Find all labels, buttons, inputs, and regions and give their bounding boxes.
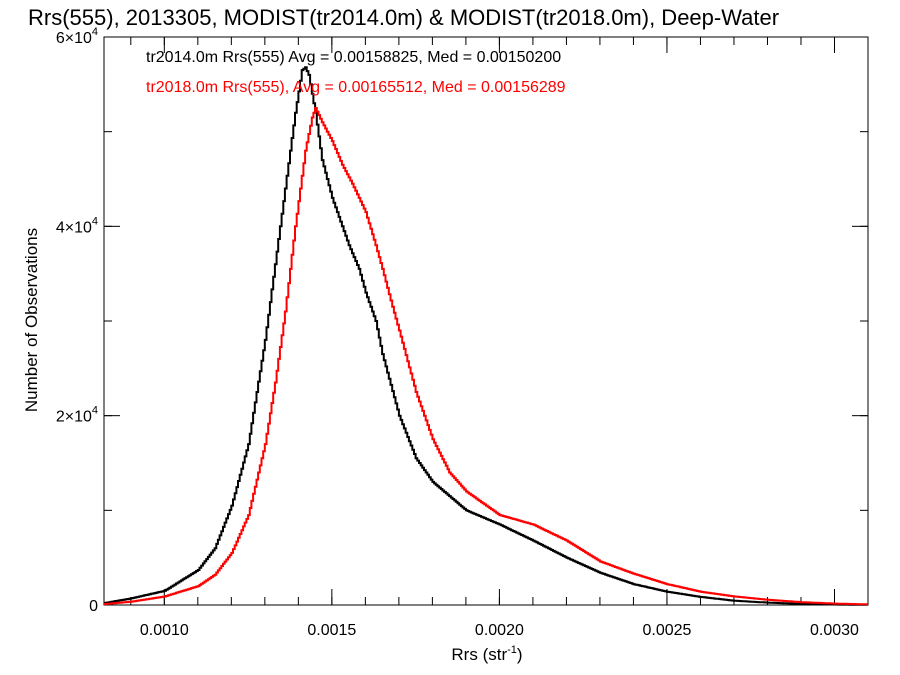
x-axis-label-superscript: -1	[507, 644, 517, 656]
x-tick-label: 0.0015	[307, 622, 356, 639]
series-lines	[104, 66, 868, 606]
y-tick-label-base: 6×10	[56, 30, 92, 47]
x-axis-label-tail: )	[517, 645, 523, 664]
series-line-1	[104, 66, 868, 606]
y-tick-label: 0	[89, 598, 98, 615]
y-tick-label: 4×104	[56, 215, 98, 236]
y-tick-label-exponent: 4	[92, 215, 98, 227]
y-tick-label: 2×104	[56, 405, 98, 426]
x-tick-label: 0.0025	[642, 622, 691, 639]
y-tick-label-base: 4×10	[56, 219, 92, 236]
x-axis: 0.0010 0.0015 0.0020 0.0025 0.0030	[130, 37, 869, 639]
x-tick-label: 0.0020	[475, 622, 524, 639]
y-tick-label-exponent: 4	[92, 405, 98, 417]
legend-entry-series-2: tr2018.0m Rrs(555), Avg = 0.00165512, Me…	[146, 79, 566, 96]
y-axis-label: Number of Observations	[22, 228, 41, 412]
x-tick-label: 0.0030	[810, 622, 859, 639]
y-tick-label-base: 0	[89, 598, 98, 615]
x-tick-label: 0.0010	[140, 622, 189, 639]
series-line-2	[104, 107, 868, 606]
y-tick-label: 6×104	[56, 26, 98, 47]
x-axis-label: Rrs (str-1)	[451, 644, 522, 664]
y-tick-label-exponent: 4	[92, 26, 98, 38]
legend-entry-series-1: tr2014.0m Rrs(555) Avg = 0.00158825, Med…	[146, 49, 561, 66]
y-tick-label-base: 2×10	[56, 409, 92, 426]
chart-title: Rrs(555), 2013305, MODIST(tr2014.0m) & M…	[28, 5, 779, 30]
x-axis-label-main: Rrs (str	[451, 645, 507, 664]
